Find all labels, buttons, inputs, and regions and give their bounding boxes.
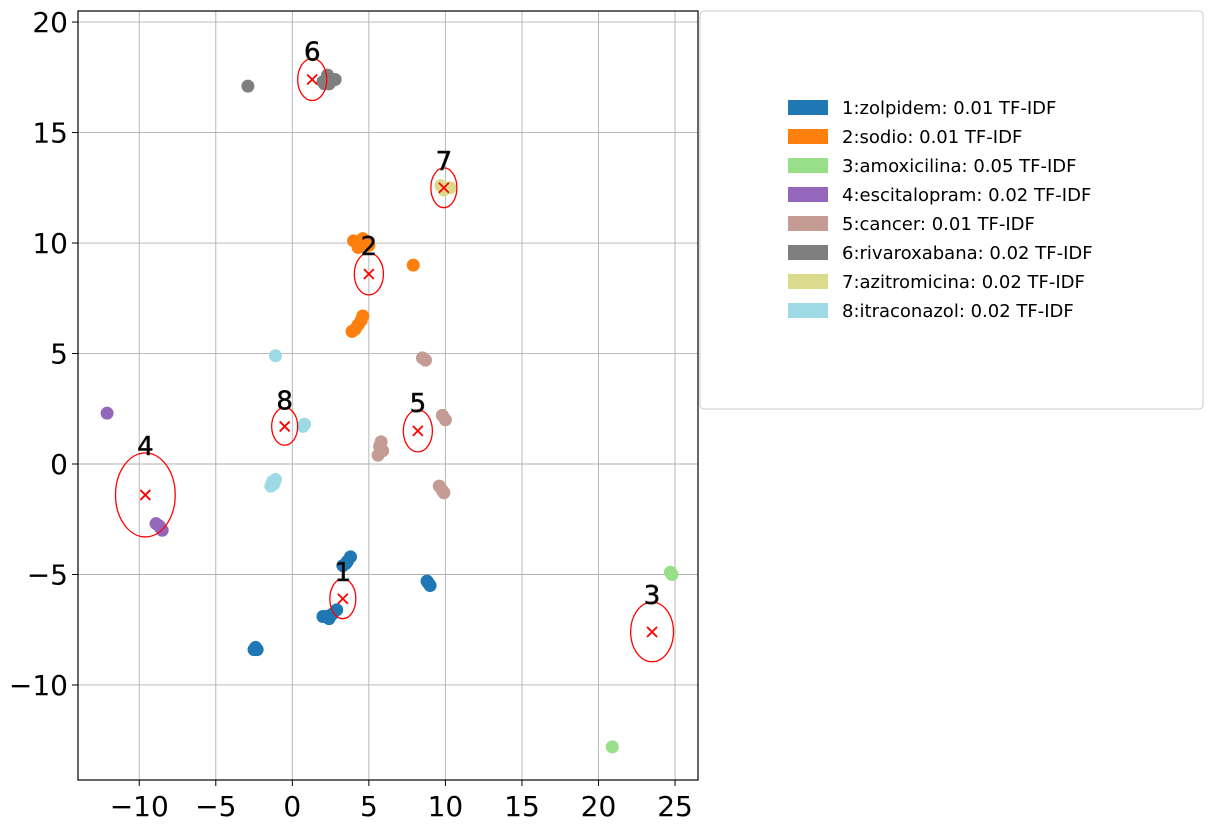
y-tick-label: 10	[32, 227, 68, 260]
centroid-6: 6	[297, 37, 328, 102]
series-3-points	[605, 565, 679, 754]
legend-swatch	[788, 100, 828, 115]
centroid-ellipse	[271, 407, 299, 446]
centroid-cross-marker	[306, 73, 318, 86]
centroid-cross-marker	[363, 268, 375, 280]
y-tick-label: −10	[9, 669, 68, 702]
centroid-ellipse	[629, 601, 675, 663]
legend-entry-label: 8:itraconazol: 0.02 TF-IDF	[842, 301, 1074, 322]
cluster-number-label: 7	[436, 147, 453, 177]
y-tick-label: 15	[32, 117, 68, 150]
centroid-1: 1	[329, 558, 357, 620]
data-point	[371, 448, 385, 462]
cluster-number-label: 5	[410, 389, 427, 419]
x-tick-label: 15	[504, 790, 540, 823]
centroid-5: 5	[402, 389, 434, 453]
cluster-number-label: 1	[335, 558, 352, 588]
series-1-points	[247, 550, 437, 657]
centroid-cross-marker	[279, 420, 291, 433]
y-tick-label: 0	[50, 448, 68, 481]
grid-lines	[78, 11, 698, 780]
x-tick-label: 10	[428, 790, 464, 823]
data-point	[605, 740, 619, 754]
legend-swatch	[788, 158, 828, 173]
data-point	[100, 406, 114, 420]
centroid-cross-marker	[646, 626, 658, 638]
data-point	[247, 643, 261, 657]
x-tick-label: 25	[657, 790, 693, 823]
data-point	[336, 559, 350, 573]
data-point	[267, 477, 281, 491]
legend-entry-label: 1:zolpidem: 0.01 TF-IDF	[842, 98, 1056, 119]
data-point	[296, 419, 310, 433]
data-point	[322, 77, 336, 91]
data-point	[437, 183, 451, 197]
x-tick-label: 20	[581, 790, 617, 823]
legend-entry-label: 6:rivaroxabana: 0.02 TF-IDF	[842, 243, 1093, 264]
cluster-number-label: 8	[276, 387, 293, 417]
cluster-number-label: 6	[304, 38, 321, 68]
centroid-cross-marker	[139, 489, 151, 501]
cluster-centroids: 1 2 3 4 5 6 7 8	[114, 37, 675, 663]
centroid-2: 2	[353, 232, 385, 296]
centroid-ellipse	[297, 57, 328, 102]
data-point	[345, 324, 359, 338]
y-tick-label: −5	[27, 558, 68, 591]
data-point	[437, 486, 451, 500]
legend-entry-label: 7:azitromicina: 0.02 TF-IDF	[842, 272, 1085, 293]
data-point	[356, 309, 370, 323]
legend-entry-label: 2:sodio: 0.01 TF-IDF	[842, 127, 1022, 148]
centroid-ellipse	[402, 409, 434, 453]
data-point	[268, 349, 282, 363]
x-tick-label: 0	[283, 790, 301, 823]
legend-swatch	[788, 245, 828, 260]
series-2-points	[345, 232, 420, 338]
plot-frame	[77, 10, 699, 781]
centroid-ellipse	[114, 452, 176, 538]
cluster-number-label: 2	[361, 232, 378, 262]
data-point	[420, 574, 434, 588]
series-5-points	[371, 351, 452, 500]
y-tick-label: 5	[50, 338, 68, 371]
data-point	[351, 240, 365, 254]
x-tick-label: −5	[195, 790, 236, 823]
centroid-ellipse	[430, 167, 458, 209]
data-point	[362, 238, 376, 252]
x-tick-label: −10	[110, 790, 169, 823]
legend-swatch	[788, 274, 828, 289]
centroid-cross-marker	[438, 182, 450, 194]
legend-entry-label: 5:cancer: 0.01 TF-IDF	[842, 214, 1035, 235]
data-point	[316, 609, 330, 623]
cluster-number-label: 4	[137, 432, 154, 462]
legend-frame	[699, 10, 1204, 410]
y-tick-label: 20	[32, 6, 68, 39]
cluster-number-label: 3	[644, 581, 661, 611]
x-tick-label: 5	[360, 790, 378, 823]
centroid-ellipse	[353, 252, 385, 296]
data-point	[665, 567, 679, 581]
centroid-4: 4	[114, 432, 176, 538]
legend: 1:zolpidem: 0.01 TF-IDF 2:sodio: 0.01 TF-…	[699, 10, 1204, 410]
centroid-8: 8	[271, 386, 299, 446]
centroid-cross-marker	[412, 425, 424, 437]
legend-entry-label: 3:amoxicilina: 0.05 TF-IDF	[842, 156, 1076, 177]
series-8-points	[264, 349, 312, 493]
legend-swatch	[788, 129, 828, 144]
data-point	[419, 353, 433, 367]
legend-swatch	[788, 216, 828, 231]
series-6-points	[241, 68, 342, 93]
legend-swatch	[788, 303, 828, 318]
data-point	[438, 413, 452, 427]
data-point	[406, 258, 420, 272]
legend-entry-label: 4:escitalopram: 0.02 TF-IDF	[842, 185, 1091, 206]
data-point	[241, 79, 255, 93]
centroid-cross-marker	[337, 593, 349, 605]
legend-swatch	[788, 187, 828, 202]
centroid-7: 7	[430, 147, 458, 209]
centroid-3: 3	[629, 581, 675, 663]
centroid-ellipse	[329, 578, 357, 620]
